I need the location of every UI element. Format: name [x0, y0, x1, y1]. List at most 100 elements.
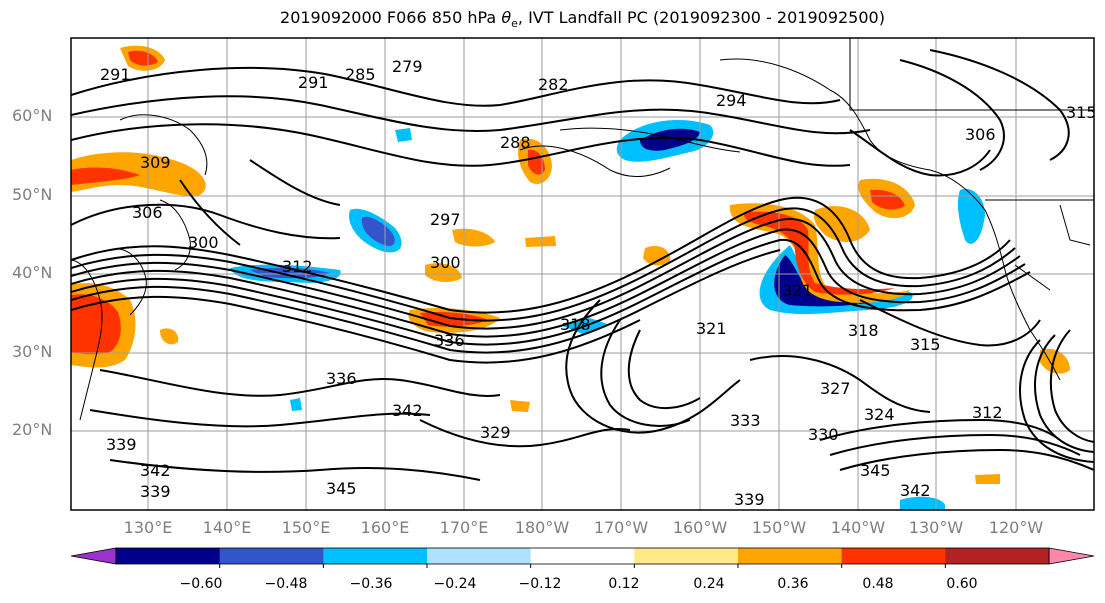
contour-label: 345	[326, 479, 357, 498]
contour-label: 291	[298, 73, 329, 92]
colorbar-extend-left	[70, 547, 117, 565]
positive-anomaly-patch	[128, 50, 158, 66]
colorbar-tick-label: 0.24	[693, 576, 725, 592]
colorbar-tick-label: −0.36	[349, 576, 393, 592]
contour-label: 336	[434, 331, 465, 350]
contour-label: 339	[734, 490, 765, 509]
contour-label: 312	[972, 403, 1003, 422]
colorbar-segment	[219, 548, 324, 564]
lon-label: 170°E	[439, 518, 489, 537]
colorbar-segment	[945, 548, 1050, 564]
colorbar-tick-label: 0.36	[777, 576, 809, 592]
colorbar-segment	[738, 548, 843, 564]
contour-label: 342	[392, 401, 423, 420]
positive-anomaly-patch	[975, 474, 1000, 484]
negative-anomaly-patch	[290, 398, 302, 411]
lon-label: 120°W	[988, 518, 1044, 537]
contour-label: 342	[140, 461, 171, 480]
colorbar-tick-label: 0.12	[608, 576, 640, 592]
contour-label: 327	[820, 379, 851, 398]
negative-anomaly-patch	[361, 216, 395, 246]
lon-label: 170°W	[593, 518, 649, 537]
contour-label: 330	[808, 425, 839, 444]
contour-label: 300	[188, 233, 219, 252]
negative-anomaly-patch	[395, 128, 412, 142]
colorbar	[70, 547, 1095, 568]
contour-label: 315	[910, 335, 941, 354]
colorbar-tick-label: 0.60	[946, 576, 978, 592]
lon-label: 140°E	[202, 518, 252, 537]
positive-anomaly-patch	[744, 211, 895, 295]
colorbar-tick-label: −0.12	[518, 576, 562, 592]
colorbar-segment	[116, 548, 221, 564]
negative-anomaly-patch	[957, 188, 985, 244]
shading-layer	[71, 45, 1070, 510]
contour-label: 318	[560, 315, 591, 334]
contour-label: 339	[106, 435, 137, 454]
colorbar-segment	[427, 548, 532, 564]
lon-label: 130°W	[908, 518, 964, 537]
contour-label: 315	[1066, 103, 1097, 122]
map-title: 2019092000 F066 850 hPa θe, IVT Landfall…	[280, 8, 885, 31]
contour-label: 300	[430, 253, 461, 272]
contour-label: 345	[860, 461, 891, 480]
contour-label: 297	[430, 210, 461, 229]
negative-anomaly-patch	[774, 255, 880, 307]
lon-label: 150°W	[751, 518, 807, 537]
colorbar-segment	[530, 548, 635, 564]
colorbar-tick-label: −0.48	[264, 576, 308, 592]
colorbar-tick-label: −0.24	[433, 576, 477, 592]
contour-label: 329	[480, 423, 511, 442]
contour-label: 321	[782, 281, 813, 300]
lat-label: 30°N	[12, 342, 53, 361]
colorbar-segment	[323, 548, 428, 564]
contour-label: 282	[538, 75, 569, 94]
contour-label: 285	[345, 65, 376, 84]
contour-label: 342	[900, 481, 931, 500]
colorbar-tick-label: 0.48	[862, 576, 894, 592]
colorbar-tick-label: −0.60	[179, 576, 223, 592]
positive-anomaly-patch	[425, 263, 462, 282]
positive-anomaly-patch	[71, 294, 121, 355]
colorbar-segment	[841, 548, 946, 564]
contour-label: 312	[282, 257, 313, 276]
contour-label: 318	[848, 321, 879, 340]
lat-label: 20°N	[12, 420, 53, 439]
contour-labels: 279 285 291 282 294 306 315 288 300 297 …	[100, 57, 1097, 509]
positive-anomaly-patch	[452, 228, 495, 247]
contour-label: 279	[392, 57, 423, 76]
positive-anomaly-patch	[643, 245, 671, 266]
lon-label: 160°W	[672, 518, 728, 537]
colorbar-frame	[115, 547, 1050, 565]
positive-anomaly-patch	[870, 189, 905, 210]
contour-label: 306	[965, 125, 996, 144]
contour-label: 336	[326, 369, 357, 388]
lon-label: 180°W	[514, 518, 570, 537]
contour-label: 333	[730, 411, 761, 430]
negative-anomaly-patch	[900, 496, 945, 510]
positive-anomaly-patch	[71, 167, 140, 185]
positive-anomaly-patch	[71, 152, 206, 197]
colorbar-segment	[634, 548, 739, 564]
lon-label: 140°W	[830, 518, 886, 537]
map-frame	[70, 37, 1095, 511]
contour-label: 291	[100, 65, 131, 84]
colorbar-extend-right	[1048, 547, 1095, 565]
positive-anomaly-patch	[1040, 348, 1070, 374]
contour-label: 306	[132, 203, 163, 222]
lat-label: 40°N	[12, 263, 53, 282]
contour-label: 288	[500, 133, 531, 152]
lon-label: 150°E	[281, 518, 331, 537]
contour-label: 324	[864, 405, 895, 424]
positive-anomaly-patch	[525, 236, 556, 247]
lat-label: 50°N	[12, 185, 53, 204]
contour-layer	[71, 49, 1094, 481]
positive-anomaly-patch	[510, 400, 530, 412]
positive-anomaly-patch	[160, 328, 179, 345]
contour-label: 309	[140, 153, 171, 172]
contour-label: 339	[140, 482, 171, 501]
lat-label: 60°N	[12, 106, 53, 125]
contour-label: 321	[696, 319, 727, 338]
lon-label: 130°E	[123, 518, 173, 537]
